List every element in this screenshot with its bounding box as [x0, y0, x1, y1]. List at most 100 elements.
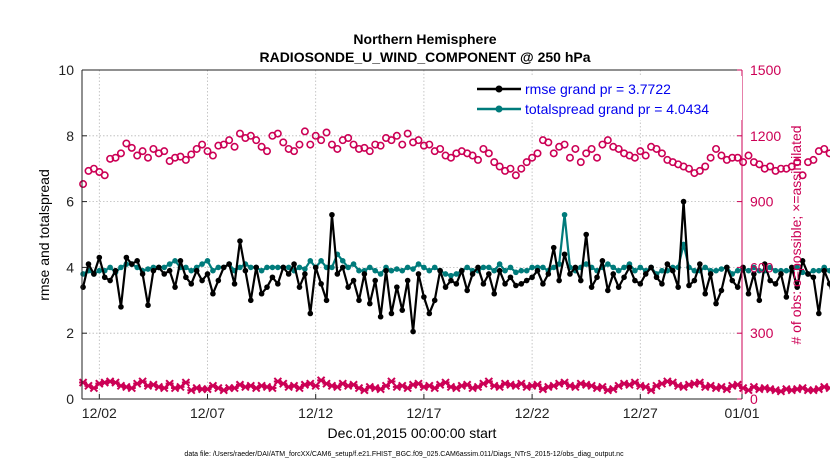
x-tick-label: 01/01	[724, 405, 759, 421]
totalspread-point	[372, 267, 379, 274]
y-tick-label: 6	[66, 194, 74, 210]
rmse-point	[215, 277, 222, 284]
x-tick-label: 12/27	[623, 405, 658, 421]
rmse-point	[269, 274, 276, 281]
totalspread-point	[264, 264, 270, 271]
obs-possible-point	[257, 142, 266, 151]
obs-possible-point	[116, 149, 125, 158]
rmse-point	[621, 274, 627, 281]
rmse-point	[464, 287, 470, 294]
y2-tick-label: 1200	[750, 128, 781, 144]
rmse-point	[513, 282, 519, 289]
obs-possible-point	[106, 154, 115, 163]
totalspread-point	[426, 267, 433, 274]
obs-possible-point	[349, 140, 358, 149]
totalspread-point	[247, 264, 254, 271]
totalspread-point	[166, 261, 173, 267]
obs-possible-point	[376, 141, 385, 150]
rmse-point	[128, 261, 135, 267]
x-tick-label: 12/17	[406, 405, 441, 421]
obs-assimilated-point	[825, 383, 830, 393]
rmse-point	[475, 264, 481, 271]
rmse-point	[718, 287, 725, 294]
obs-assimilated-point	[268, 383, 277, 393]
totalspread-point	[464, 264, 470, 271]
rmse-point	[156, 264, 162, 271]
rmse-point	[123, 254, 130, 261]
rmse-point	[545, 271, 552, 277]
rmse-point	[210, 290, 216, 297]
legend-box	[472, 76, 742, 120]
totalspread-point	[659, 267, 665, 274]
obs-possible-point	[79, 180, 88, 189]
y2-tick-label: 0	[750, 391, 758, 407]
rmse-point	[453, 281, 460, 287]
y-tick-label: 0	[66, 391, 74, 407]
rmse-point	[183, 274, 189, 281]
rmse-point	[783, 294, 790, 300]
rmse-point	[91, 271, 97, 277]
totalspread-point	[718, 266, 725, 272]
series-obs-assimilated	[78, 376, 830, 396]
obs-possible-point	[225, 136, 234, 145]
rmse-point	[220, 264, 227, 271]
rmse-point	[177, 258, 184, 264]
obs-possible-point	[706, 153, 715, 162]
obs-possible-point	[322, 128, 331, 137]
obs-possible-point	[246, 131, 255, 140]
totalspread-point	[188, 267, 195, 274]
obs-possible-point	[533, 149, 542, 158]
totalspread-point	[399, 267, 406, 274]
chart-subtitle: RADIOSONDE_U_WIND_COMPONENT @ 250 hPa	[259, 49, 590, 65]
y-tick-label: 8	[66, 128, 74, 144]
obs-possible-point	[133, 151, 142, 160]
rmse-point	[567, 271, 573, 277]
totalspread-point	[210, 267, 216, 274]
rmse-point	[264, 284, 270, 290]
rmse-point	[540, 281, 546, 287]
x-tick-label: 12/12	[298, 405, 333, 421]
rmse-point	[231, 281, 238, 287]
legend-spread-label: totalspread grand pr = 4.0434	[525, 101, 709, 117]
x-tick-label: 12/22	[515, 405, 550, 421]
rmse-point	[805, 271, 811, 277]
obs-possible-point	[306, 140, 315, 149]
rmse-point	[826, 281, 830, 287]
rmse-point	[280, 264, 287, 271]
totalspread-point	[605, 261, 611, 267]
rmse-point	[745, 290, 752, 297]
rmse-point	[713, 300, 719, 307]
rmse-point	[458, 267, 465, 274]
obs-possible-point	[100, 171, 109, 180]
rmse-point	[302, 271, 308, 277]
obs-possible-point	[479, 144, 488, 153]
rmse-point	[550, 244, 557, 251]
totalspread-point	[367, 264, 373, 271]
rmse-point	[399, 307, 406, 313]
totalspread-point	[734, 267, 741, 274]
totalspread-point	[415, 261, 422, 267]
rmse-point	[242, 267, 249, 274]
obs-possible-point	[436, 144, 445, 153]
obs-possible-point	[593, 153, 602, 162]
obs-possible-point	[755, 160, 764, 169]
rmse-point	[502, 281, 508, 287]
rmse-point	[96, 254, 103, 261]
obs-possible-point	[290, 147, 299, 156]
rmse-point	[561, 251, 568, 258]
totalspread-point	[350, 261, 357, 267]
obs-possible-point	[565, 153, 574, 162]
obs-possible-point	[279, 138, 288, 147]
totalspread-point	[491, 267, 498, 274]
rmse-point	[247, 297, 254, 304]
obs-possible-point	[495, 162, 504, 171]
totalspread-point	[107, 264, 113, 271]
rmse-point	[724, 264, 730, 271]
rmse-point	[226, 261, 232, 267]
rmse-point	[394, 284, 400, 290]
obs-possible-point	[419, 141, 428, 150]
totalspread-point	[453, 271, 460, 277]
rmse-point	[442, 284, 449, 290]
obs-possible-point	[446, 153, 455, 162]
rmse-point	[334, 271, 341, 277]
